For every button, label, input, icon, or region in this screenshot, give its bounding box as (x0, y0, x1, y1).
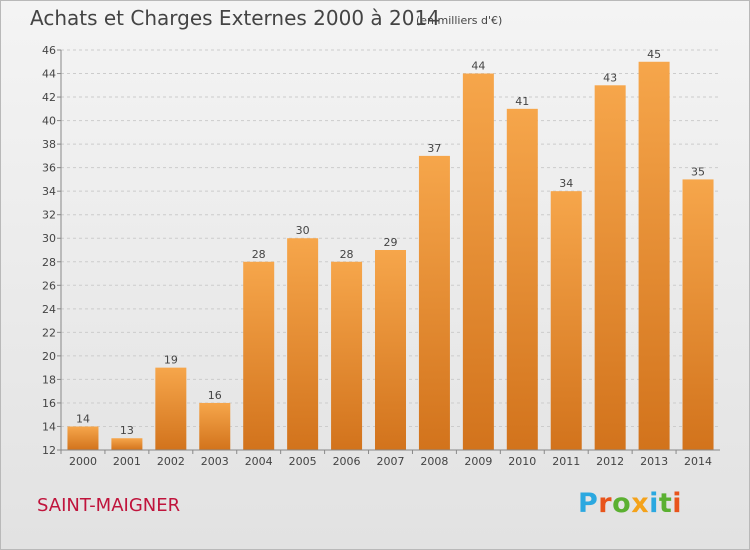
data-label: 14 (76, 412, 90, 425)
data-label: 28 (340, 248, 354, 261)
chart-title: Achats et Charges Externes 2000 à 2014 (30, 6, 440, 30)
y-tick-label: 14 (42, 420, 56, 433)
y-tick-label: 40 (42, 115, 56, 128)
data-label: 37 (427, 142, 441, 155)
x-tick-label: 2005 (289, 455, 317, 468)
bar (155, 367, 187, 450)
bar (375, 250, 406, 450)
x-tick-label: 2007 (377, 455, 405, 468)
y-tick-label: 28 (42, 256, 56, 269)
y-tick-label: 24 (42, 303, 56, 316)
data-label: 41 (515, 95, 529, 108)
y-tick-label: 38 (42, 138, 56, 151)
axis-layer: 12 14 16 18 20 22 24 26 28 30 32 34 36 38 40 42 44 46 2000… (42, 44, 720, 468)
x-tick-label: 2011 (552, 455, 580, 468)
bar (67, 426, 99, 450)
bar (462, 73, 494, 450)
y-tick-label: 16 (42, 397, 56, 410)
logo-letter: o (612, 488, 632, 519)
bar (111, 438, 143, 450)
x-tick-label: 2014 (684, 455, 712, 468)
logo-letter: P (578, 488, 599, 519)
bar (287, 238, 319, 450)
logo-letter: t (658, 488, 673, 519)
data-label: 16 (208, 389, 222, 402)
logo-letter: x (631, 488, 650, 519)
y-tick-label: 36 (42, 162, 56, 175)
y-tick-label: 42 (42, 91, 56, 104)
logo-letter: r (598, 488, 613, 519)
data-label: 43 (603, 71, 617, 84)
data-label: 29 (384, 236, 398, 249)
data-label: 45 (647, 48, 661, 61)
bar (506, 108, 538, 450)
y-tick-label: 30 (42, 232, 56, 245)
data-label: 35 (691, 165, 705, 178)
data-label: 19 (164, 354, 178, 367)
x-tick-label: 2009 (464, 455, 492, 468)
y-tick-label: 32 (42, 209, 56, 222)
bar (550, 191, 582, 451)
bar (199, 402, 231, 450)
bar-layer: 14 13 19 16 28 30 28 29 37 44 41 34 43 45 35 (67, 48, 714, 451)
y-tick-label: 22 (42, 326, 56, 339)
commune-name: SAINT-MAIGNER (37, 495, 181, 516)
proxiti-logo: Proxiti (578, 488, 682, 519)
bar (331, 261, 363, 450)
x-tick-label: 2012 (596, 455, 624, 468)
x-tick-label: 2008 (420, 455, 448, 468)
y-tick-label: 46 (42, 44, 56, 57)
y-tick-label: 34 (42, 185, 56, 198)
x-tick-label: 2002 (157, 455, 185, 468)
bar (594, 85, 626, 450)
bar (682, 179, 714, 451)
x-tick-label: 2000 (69, 455, 97, 468)
y-tick-label: 20 (42, 350, 56, 363)
data-label: 44 (471, 60, 485, 73)
data-label: 28 (252, 248, 266, 261)
y-tick-label: 18 (42, 373, 56, 386)
y-tick-label: 12 (42, 444, 56, 457)
bar (418, 155, 450, 450)
bar (638, 61, 670, 450)
x-tick-label: 2003 (201, 455, 229, 468)
y-tick-label: 26 (42, 279, 56, 292)
chart-subtitle: (en milliers d'€) (416, 14, 503, 27)
x-tick-label: 2006 (333, 455, 361, 468)
logo-letter: i (649, 488, 659, 519)
y-tick-label: 44 (42, 68, 56, 81)
data-label: 34 (559, 177, 573, 190)
data-label: 13 (120, 424, 134, 437)
x-tick-label: 2010 (508, 455, 536, 468)
bar (243, 261, 275, 450)
x-tick-label: 2004 (245, 455, 273, 468)
x-tick-label: 2001 (113, 455, 141, 468)
logo-letter: i (672, 488, 683, 519)
data-label: 30 (296, 224, 310, 237)
x-tick-label: 2013 (640, 455, 668, 468)
